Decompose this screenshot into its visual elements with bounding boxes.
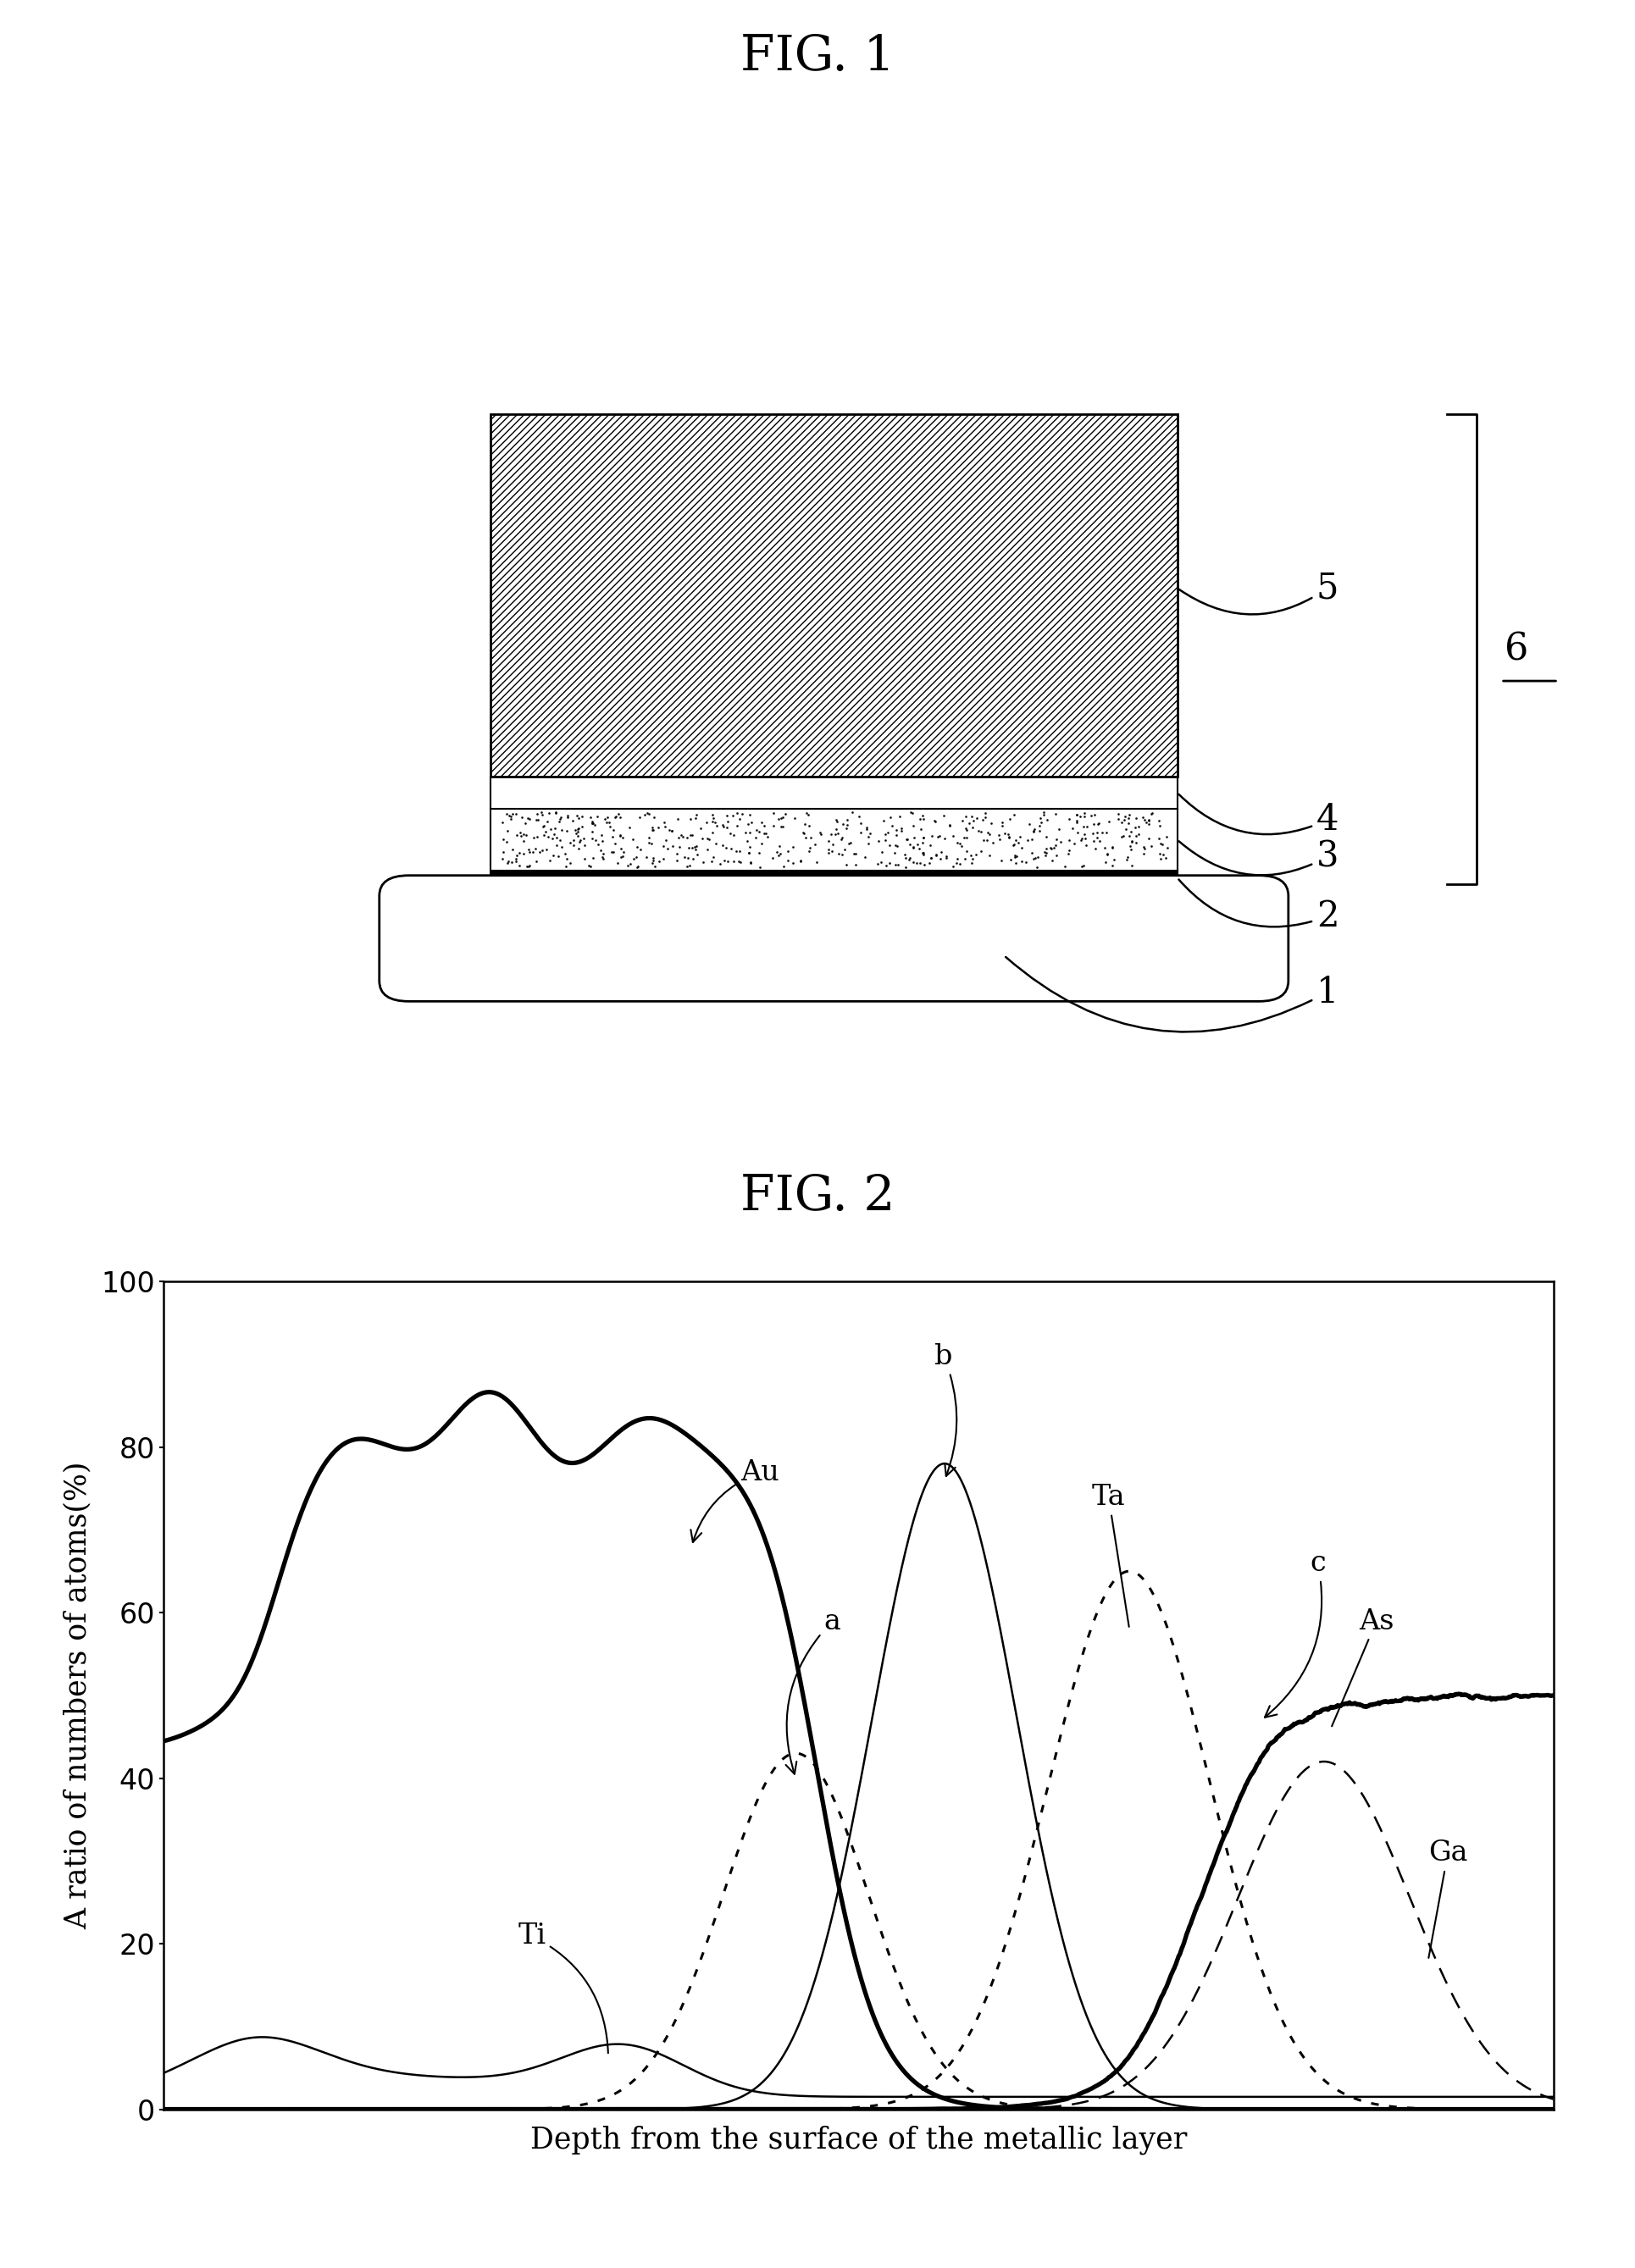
X-axis label: Depth from the surface of the metallic layer: Depth from the surface of the metallic l… — [530, 2125, 1187, 2155]
Text: Ta: Ta — [1092, 1483, 1130, 1626]
Text: 5: 5 — [1179, 569, 1339, 615]
Text: c: c — [1265, 1549, 1326, 1717]
Text: Ti: Ti — [518, 1923, 608, 2053]
Bar — [490, 413, 1177, 776]
Text: FIG. 2: FIG. 2 — [741, 1173, 894, 1220]
Text: 4: 4 — [1179, 794, 1339, 837]
Text: 1: 1 — [1006, 957, 1339, 1032]
Bar — [490, 776, 1177, 807]
Text: As: As — [1333, 1608, 1395, 1726]
FancyBboxPatch shape — [379, 875, 1288, 1002]
Text: a: a — [786, 1608, 840, 1774]
Text: 3: 3 — [1179, 839, 1339, 875]
Text: b: b — [935, 1343, 956, 1476]
Text: FIG. 1: FIG. 1 — [741, 34, 894, 79]
Y-axis label: A ratio of numbers of atoms(%): A ratio of numbers of atoms(%) — [64, 1461, 92, 1930]
Bar — [490, 807, 1177, 871]
Text: Ga: Ga — [1429, 1839, 1468, 1957]
Text: 2: 2 — [1179, 880, 1339, 934]
Bar — [490, 871, 1177, 885]
Text: Au: Au — [690, 1458, 778, 1542]
Text: 6: 6 — [1504, 631, 1529, 667]
